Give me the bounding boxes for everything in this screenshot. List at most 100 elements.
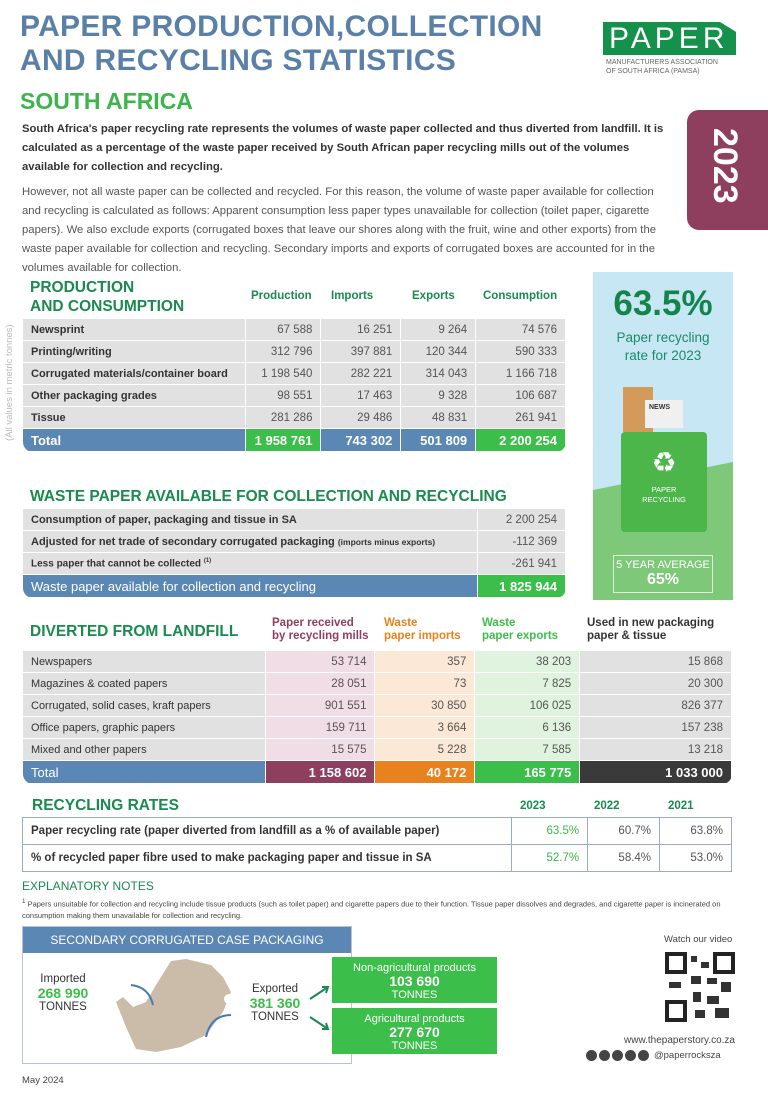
linkedin-icon[interactable]: [625, 1050, 636, 1061]
five-year-average: 5 YEAR AVERAGE 65%: [613, 555, 713, 593]
rate-value: 53.0%: [659, 844, 732, 872]
production-heading: PRODUCTION AND CONSUMPTION: [30, 279, 185, 315]
cell-value: 67 588: [244, 318, 322, 341]
diverted-heading: DIVERTED FROM LANDFILL: [30, 623, 239, 640]
total-value: 40 172: [374, 760, 476, 784]
total-row: Waste paper available for collection and…: [21, 574, 566, 598]
total-value: 165 775: [474, 760, 581, 784]
row-label: Corrugated, solid cases, kraft papers: [22, 694, 266, 717]
col-production: Production: [251, 290, 312, 302]
cell-value: 282 221: [320, 362, 402, 385]
cell-value: 29 486: [320, 406, 402, 429]
secondary-title: SECONDARY CORRUGATED CASE PACKAGING: [23, 927, 351, 953]
imported: Imported 268 990 TONNES: [37, 973, 89, 1013]
footnote: 1 Papers unsuitable for collection and r…: [22, 898, 721, 920]
social-handle[interactable]: @paperrocksza: [654, 1050, 721, 1061]
table-row: Office papers, graphic papers 159 711 3 66…: [22, 716, 732, 739]
row-label: Office papers, graphic papers: [22, 716, 266, 739]
table-row: Newspapers 53 714 357 38 203 15 868: [22, 650, 732, 673]
qr-code[interactable]: [665, 952, 735, 1022]
publication-date: May 2024: [22, 1075, 64, 1086]
x-icon[interactable]: [612, 1050, 623, 1061]
table-row: Paper recycling rate (paper diverted fro…: [21, 817, 732, 845]
table-row: Less paper that cannot be collected (1) -…: [21, 552, 566, 575]
cell-value: 1 198 540: [244, 362, 322, 385]
year-2023: 2023: [520, 800, 546, 812]
notes-heading: EXPLANATORY NOTES: [22, 879, 154, 893]
recycle-icon: ♻: [651, 447, 677, 478]
total-row: Total 1 958 761 743 302 501 809 2 200 254: [22, 428, 566, 452]
website-link[interactable]: www.thepaperstory.co.za: [624, 1035, 735, 1046]
cell-value: 1 166 718: [475, 362, 566, 385]
cell-value: 314 043: [400, 362, 477, 385]
row-label: Newsprint: [22, 318, 246, 341]
row-label: Printing/writing: [22, 340, 246, 363]
col-consumption: Consumption: [483, 290, 558, 302]
table-row: Mixed and other papers 15 575 5 228 7 585 13…: [22, 738, 732, 761]
total-value: 1 033 000: [579, 760, 732, 784]
row-label: Other packaging grades: [22, 384, 246, 407]
cell-value: 15 868: [579, 650, 732, 673]
cell-value: 3 664: [374, 716, 476, 739]
split-arrows-icon: [309, 986, 330, 1030]
year-2021: 2021: [668, 800, 694, 812]
year-2022: 2022: [594, 800, 620, 812]
instagram-icon[interactable]: [586, 1050, 597, 1061]
diverted-col-header: Used in new packaging paper & tissue: [587, 617, 715, 642]
year-tab: 2023: [687, 110, 768, 230]
waste-table: Consumption of paper, packaging and tiss…: [21, 508, 566, 598]
cell-value: 28 051: [264, 672, 376, 695]
cell-value: 6 136: [474, 716, 581, 739]
rate-value: 60.7%: [587, 817, 661, 845]
cell-value: 106 025: [474, 694, 581, 717]
cell-value: 901 551: [264, 694, 376, 717]
cell-value: 7 825: [474, 672, 581, 695]
row-label: Tissue: [22, 406, 246, 429]
logo-subtitle: MANUFACTURERS ASSOCIATION OF SOUTH AFRICA…: [606, 59, 718, 75]
youtube-icon[interactable]: [638, 1050, 649, 1061]
non-agricultural-box: Non-agricultural products 103 690 TONNES: [332, 957, 497, 1003]
cell-value: 9 264: [400, 318, 477, 341]
diverted-col-header: Paper received by recycling mills: [272, 617, 369, 642]
total-value: 501 809: [400, 428, 477, 452]
rate-value: 58.4%: [587, 844, 661, 872]
diverted-table: Newspapers 53 714 357 38 203 15 868 Magazines…: [22, 650, 732, 784]
cell-value: 9 328: [400, 384, 477, 407]
cell-value: 73: [374, 672, 476, 695]
rate-value: 63.5%: [511, 817, 589, 845]
exported: Exported 381 360 TONNES: [249, 983, 301, 1023]
cell-value: 397 881: [320, 340, 402, 363]
table-row: Newsprint 67 588 16 251 9 264 74 576: [22, 318, 566, 341]
page-subtitle: SOUTH AFRICA: [20, 88, 193, 114]
cell-value: 16 251: [320, 318, 402, 341]
recycling-rate-panel: 63.5% Paper recycling rate for 2023 NEWS …: [593, 272, 733, 600]
cell-value: 261 941: [475, 406, 566, 429]
cell-value: 15 575: [264, 738, 376, 761]
secondary-packaging-panel: SECONDARY CORRUGATED CASE PACKAGING Impo…: [22, 926, 352, 1064]
cell-value: 590 333: [475, 340, 566, 363]
total-value: 1 958 761: [244, 428, 322, 452]
rate-label: Paper recycling rate (paper diverted fro…: [21, 817, 513, 845]
table-row: Magazines & coated papers 28 051 73 7 825 20…: [22, 672, 732, 695]
total-value: 1 158 602: [264, 760, 376, 784]
rate-value: 63.5%: [613, 284, 713, 323]
cell-value: 5 228: [374, 738, 476, 761]
table-row: Other packaging grades 98 551 17 463 9 328 1…: [22, 384, 566, 407]
cell-value: 106 687: [475, 384, 566, 407]
cell-value: 30 850: [374, 694, 476, 717]
rates-heading: RECYCLING RATES: [32, 797, 179, 814]
cell-value: 17 463: [320, 384, 402, 407]
diverted-col-header: Waste paper imports: [384, 617, 461, 642]
row-label: Corrugated materials/container board: [22, 362, 246, 385]
cell-value: 48 831: [400, 406, 477, 429]
col-imports: Imports: [331, 290, 374, 302]
total-label: Total: [22, 428, 246, 452]
rates-table: Paper recycling rate (paper diverted fro…: [21, 817, 732, 872]
facebook-icon[interactable]: [599, 1050, 610, 1061]
total-row: Total 1 158 602 40 172 165 775 1 033 000: [22, 760, 732, 784]
units-note: (All values in metric tonnes): [4, 324, 15, 442]
row-label: Mixed and other papers: [22, 738, 266, 761]
table-row: % of recycled paper fibre used to make p…: [21, 844, 732, 872]
social-links: @paperrocksza: [586, 1050, 721, 1061]
cell-value: 357: [374, 650, 476, 673]
